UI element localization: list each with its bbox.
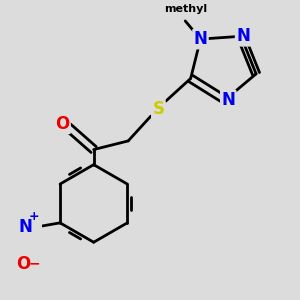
Text: N: N [236, 27, 250, 45]
Text: methyl: methyl [164, 4, 207, 14]
Text: S: S [152, 100, 164, 118]
Text: −: − [28, 257, 40, 271]
Text: N: N [221, 91, 235, 109]
Text: O: O [55, 115, 70, 133]
Text: +: + [29, 210, 40, 223]
Text: N: N [19, 218, 32, 236]
Text: N: N [194, 30, 207, 48]
Text: O: O [16, 255, 31, 273]
